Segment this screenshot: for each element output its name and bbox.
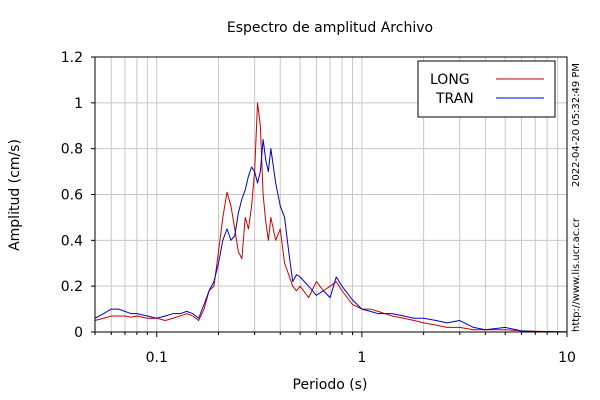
chart-title: Espectro de amplitud Archivo [227,20,433,36]
legend-label-tran: TRAN [435,91,474,107]
x-tick-label: 1 [357,350,366,366]
y-tick-label: 1.2 [61,50,83,66]
legend-label-long: LONG [430,72,470,88]
legend: LONG TRAN [417,60,556,118]
y-tick-label: 0.2 [61,279,83,295]
y-tick-label: 1 [74,96,83,112]
website-label: http://www.lis.ucr.ac.cr [571,217,582,332]
series-line-tran [94,139,568,333]
x-tick-label: 10 [558,350,576,366]
x-axis-label: Periodo (s) [293,377,368,393]
legend-box [417,60,556,118]
series-line-long [94,102,568,333]
y-tick-label: 0.6 [61,188,83,204]
y-tick-label: 0 [74,325,83,341]
timestamp-label: 2022-04-20 05:32:49 PM [571,63,582,187]
x-tick-label: 0.1 [146,350,168,366]
tick-labels: 0 0.2 0.4 0.6 0.8 1 1.2 0.1 1 10 [61,50,576,366]
y-tick-label: 0.4 [61,233,83,249]
grid [94,56,568,333]
y-axis-label: Amplitud (cm/s) [7,139,23,251]
series-lines [94,102,568,333]
y-tick-label: 0.8 [61,142,83,158]
